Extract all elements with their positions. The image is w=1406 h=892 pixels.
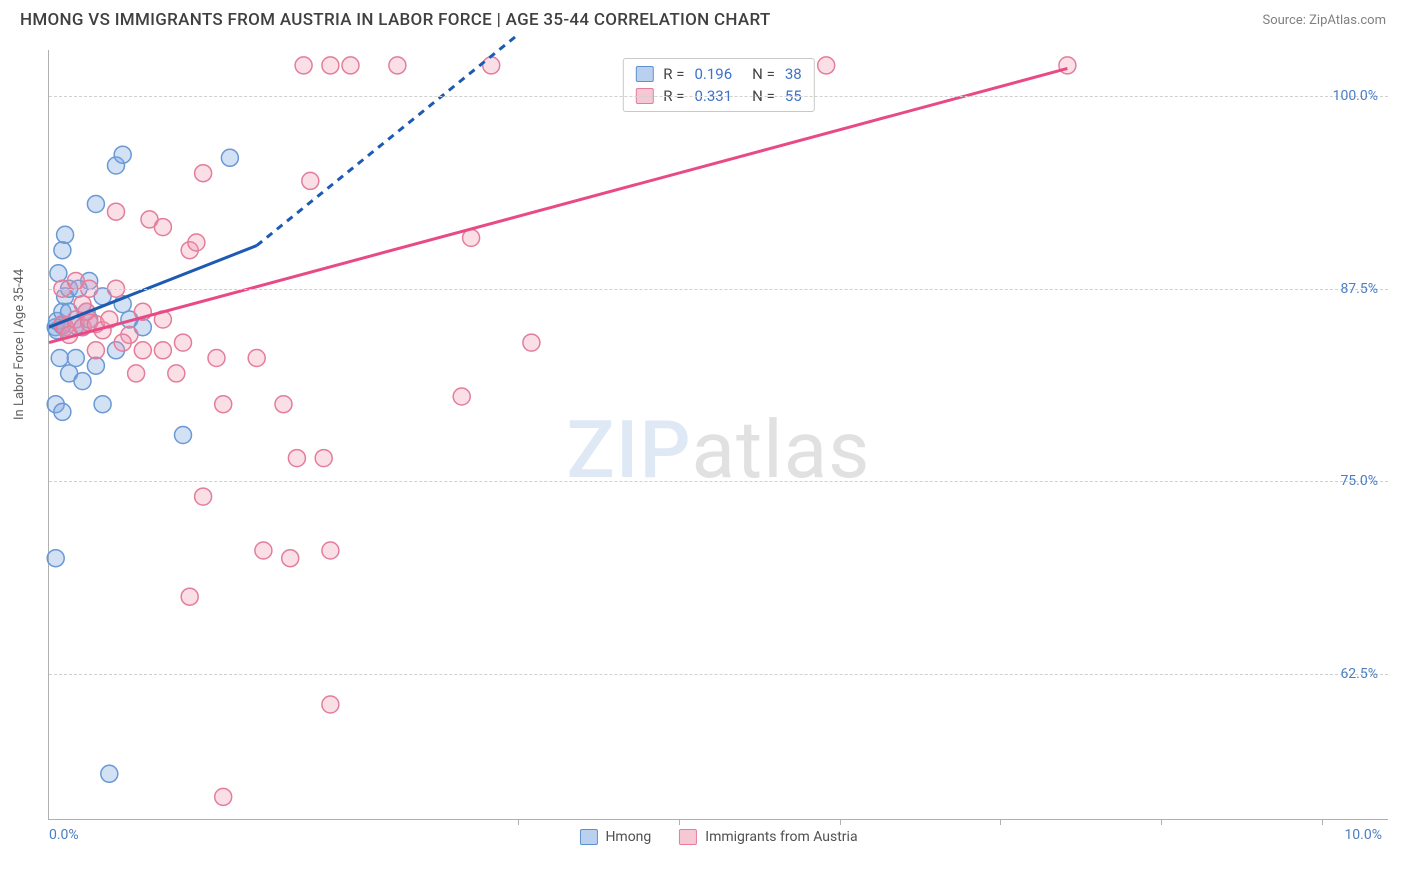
- data-point: [523, 334, 540, 351]
- legend-swatch-hmong: [579, 829, 597, 845]
- legend-bottom: Hmong Immigrants from Austria: [579, 829, 857, 845]
- data-point: [315, 450, 332, 467]
- data-point: [215, 396, 232, 413]
- data-point: [154, 219, 171, 236]
- data-point: [114, 146, 131, 163]
- data-point: [275, 396, 292, 413]
- chart-title: HMONG VS IMMIGRANTS FROM AUSTRIA IN LABO…: [20, 10, 771, 30]
- stat-r-hmong: 0.196: [694, 65, 732, 83]
- xtick-mark: [1322, 819, 1323, 825]
- gridline-h: [49, 96, 1388, 97]
- stats-row-hmong: R = 0.196 N = 38: [635, 63, 801, 85]
- data-point: [87, 342, 104, 359]
- data-point: [248, 350, 265, 367]
- data-point: [57, 226, 74, 243]
- xtick-label: 0.0%: [49, 827, 79, 843]
- xtick-label: 10.0%: [1344, 827, 1382, 843]
- data-point: [87, 357, 104, 374]
- data-point: [168, 365, 185, 382]
- xtick-mark: [679, 819, 680, 825]
- data-point: [87, 196, 104, 213]
- data-point: [302, 172, 319, 189]
- data-point: [215, 788, 232, 805]
- data-point: [51, 350, 68, 367]
- gridline-h: [49, 481, 1388, 482]
- data-point: [154, 342, 171, 359]
- data-point: [483, 57, 500, 74]
- ytick-label: 100.0%: [1333, 88, 1378, 104]
- ytick-label: 75.0%: [1340, 473, 1378, 489]
- xtick-mark: [518, 819, 519, 825]
- data-point: [322, 696, 339, 713]
- chart-plot-area: ZIPatlas R = 0.196 N = 38 R = 0.331 N = …: [48, 50, 1388, 820]
- ytick-label: 87.5%: [1340, 281, 1378, 297]
- data-point: [208, 350, 225, 367]
- legend-label-austria: Immigrants from Austria: [705, 829, 857, 845]
- stats-legend-box: R = 0.196 N = 38 R = 0.331 N = 55: [622, 58, 814, 112]
- legend-label-hmong: Hmong: [605, 829, 651, 845]
- data-point: [108, 203, 125, 220]
- xtick-mark: [1000, 819, 1001, 825]
- stat-r-label: R =: [663, 65, 684, 83]
- stat-n-label: N =: [752, 65, 775, 83]
- data-point: [389, 57, 406, 74]
- xtick-mark: [1161, 819, 1162, 825]
- data-point: [342, 57, 359, 74]
- data-point: [74, 296, 91, 313]
- data-point: [322, 542, 339, 559]
- data-point: [114, 334, 131, 351]
- data-point: [134, 342, 151, 359]
- legend-swatch-austria: [679, 829, 697, 845]
- ytick-label: 62.5%: [1340, 666, 1378, 682]
- data-point: [221, 149, 238, 166]
- xtick-mark: [840, 819, 841, 825]
- data-point: [175, 334, 192, 351]
- data-point: [74, 373, 91, 390]
- source-label: Source: ZipAtlas.com: [1262, 13, 1386, 28]
- legend-item-hmong: Hmong: [579, 829, 651, 845]
- data-point: [195, 165, 212, 182]
- data-point: [288, 450, 305, 467]
- gridline-h: [49, 289, 1388, 290]
- data-point: [50, 265, 67, 282]
- data-point: [101, 765, 118, 782]
- data-point: [175, 427, 192, 444]
- data-point: [453, 388, 470, 405]
- data-point: [255, 542, 272, 559]
- data-point: [322, 57, 339, 74]
- stat-n-hmong: 38: [785, 65, 802, 83]
- y-axis-label: In Labor Force | Age 35-44: [12, 269, 27, 420]
- data-point: [818, 57, 835, 74]
- data-point: [67, 350, 84, 367]
- data-point: [47, 550, 64, 567]
- data-point: [188, 234, 205, 251]
- scatter-svg: [49, 50, 1388, 819]
- data-point: [295, 57, 312, 74]
- data-point: [282, 550, 299, 567]
- gridline-h: [49, 674, 1388, 675]
- swatch-hmong: [635, 66, 653, 82]
- legend-item-austria: Immigrants from Austria: [679, 829, 857, 845]
- data-point: [181, 588, 198, 605]
- data-point: [94, 396, 111, 413]
- data-point: [128, 365, 145, 382]
- data-point: [54, 242, 71, 259]
- data-point: [195, 488, 212, 505]
- data-point: [54, 403, 71, 420]
- trend-line: [49, 68, 1067, 342]
